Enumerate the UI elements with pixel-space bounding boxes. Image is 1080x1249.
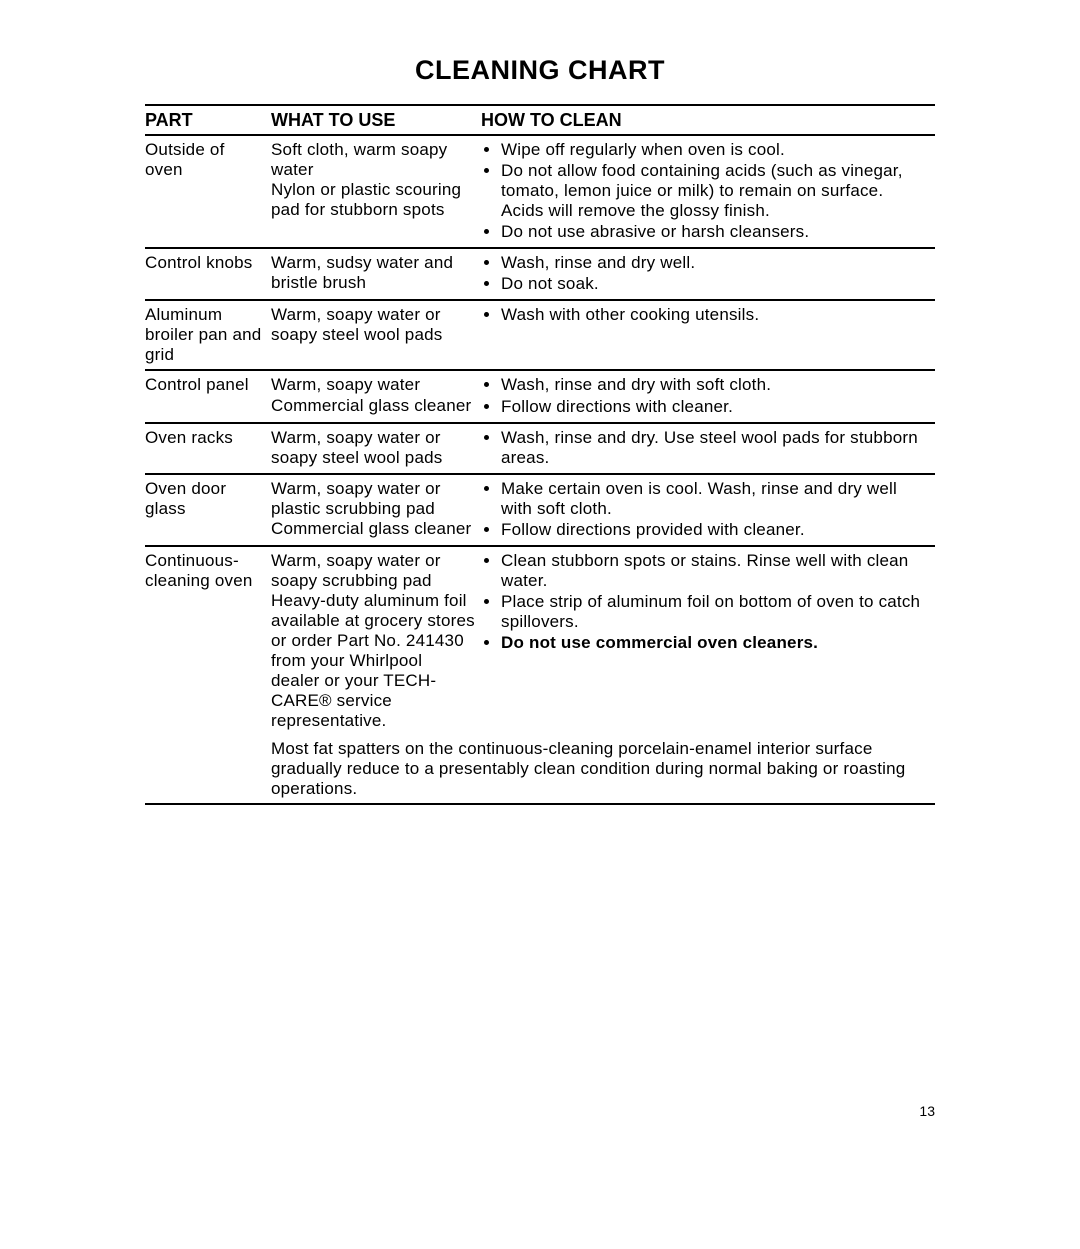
clean-bullet-list: Wash, rinse and dry with soft cloth.Foll… [481,375,929,416]
cleaning-chart-table: PART WHAT TO USE HOW TO CLEAN Outside of… [145,104,935,805]
table-note-row: Most fat spatters on the continuous-clea… [145,735,935,804]
cell-part: Control knobs [145,248,271,300]
page: CLEANING CHART PART WHAT TO USE HOW TO C… [0,0,1080,1249]
cell-what-to-use: Warm, sudsy water and bristle brush [271,248,481,300]
clean-bullet: Wash, rinse and dry with soft cloth. [501,375,929,395]
cell-note: Most fat spatters on the continuous-clea… [271,735,935,804]
clean-bullet-list: Clean stubborn spots or stains. Rinse we… [481,551,929,653]
page-number: 13 [919,1103,935,1119]
clean-bullet: Wipe off regularly when oven is cool. [501,140,929,160]
use-line: Commercial glass cleaner [271,519,475,539]
cell-what-to-use: Warm, soapy water or soapy steel wool pa… [271,300,481,370]
use-line: Warm, soapy water [271,375,475,395]
clean-bullet-list: Wash with other cooking utensils. [481,305,929,325]
table-row: Aluminum broiler pan and gridWarm, soapy… [145,300,935,370]
clean-bullet: Do not use commercial oven cleaners. [501,633,929,653]
col-header-part: PART [145,105,271,135]
clean-bullet-list: Make certain oven is cool. Wash, rinse a… [481,479,929,540]
cell-how-to-clean: Make certain oven is cool. Wash, rinse a… [481,474,935,546]
cell-how-to-clean: Wash, rinse and dry. Use steel wool pads… [481,423,935,474]
cell-what-to-use: Soft cloth, warm soapy waterNylon or pla… [271,135,481,248]
use-line: Warm, soapy water or soapy scrubbing pad [271,551,475,591]
use-line: Heavy-duty aluminum foil available at gr… [271,591,475,731]
note-spacer [145,735,271,804]
clean-bullet: Wash, rinse and dry. Use steel wool pads… [501,428,929,468]
clean-bullet: Follow directions provided with cleaner. [501,520,929,540]
clean-bullet: Wash, rinse and dry well. [501,253,929,273]
table-row: Outside of ovenSoft cloth, warm soapy wa… [145,135,935,248]
clean-bullet-list: Wash, rinse and dry. Use steel wool pads… [481,428,929,468]
cell-part: Continuous-cleaning oven [145,546,271,735]
cell-how-to-clean: Wash with other cooking utensils. [481,300,935,370]
clean-bullet: Wash with other cooking utensils. [501,305,929,325]
table-row: Oven door glassWarm, soapy water or plas… [145,474,935,546]
use-line: Warm, soapy water or soapy steel wool pa… [271,305,475,345]
clean-bullet: Do not soak. [501,274,929,294]
cell-what-to-use: Warm, soapy water or soapy steel wool pa… [271,423,481,474]
col-header-use: WHAT TO USE [271,105,481,135]
table-row: Oven racksWarm, soapy water or soapy ste… [145,423,935,474]
use-line: Warm, sudsy water and bristle brush [271,253,475,293]
cell-what-to-use: Warm, soapy water or plastic scrubbing p… [271,474,481,546]
clean-bullet: Follow directions with cleaner. [501,397,929,417]
cell-part: Outside of oven [145,135,271,248]
clean-bullet: Do not use abrasive or harsh cleansers. [501,222,929,242]
table-row: Control knobsWarm, sudsy water and brist… [145,248,935,300]
page-title: CLEANING CHART [145,55,935,86]
clean-bullet: Make certain oven is cool. Wash, rinse a… [501,479,929,519]
table-row: Control panelWarm, soapy waterCommercial… [145,370,935,422]
use-line: Warm, soapy water or soapy steel wool pa… [271,428,475,468]
clean-bullet-list: Wash, rinse and dry well.Do not soak. [481,253,929,294]
clean-bullet: Clean stubborn spots or stains. Rinse we… [501,551,929,591]
col-header-clean: HOW TO CLEAN [481,105,935,135]
clean-bullet: Do not allow food containing acids (such… [501,161,929,221]
cell-what-to-use: Warm, soapy water or soapy scrubbing pad… [271,546,481,735]
cell-how-to-clean: Wipe off regularly when oven is cool.Do … [481,135,935,248]
table-body: Outside of ovenSoft cloth, warm soapy wa… [145,135,935,804]
clean-bullet: Place strip of aluminum foil on bottom o… [501,592,929,632]
cell-part: Control panel [145,370,271,422]
use-line: Soft cloth, warm soapy water [271,140,475,180]
clean-bullet-list: Wipe off regularly when oven is cool.Do … [481,140,929,242]
cell-how-to-clean: Wash, rinse and dry with soft cloth.Foll… [481,370,935,422]
cell-how-to-clean: Clean stubborn spots or stains. Rinse we… [481,546,935,735]
table-header-row: PART WHAT TO USE HOW TO CLEAN [145,105,935,135]
cell-what-to-use: Warm, soapy waterCommercial glass cleane… [271,370,481,422]
use-line: Nylon or plastic scouring pad for stubbo… [271,180,475,220]
cell-part: Oven racks [145,423,271,474]
cell-how-to-clean: Wash, rinse and dry well.Do not soak. [481,248,935,300]
table-row: Continuous-cleaning ovenWarm, soapy wate… [145,546,935,735]
use-line: Commercial glass cleaner [271,396,475,416]
cell-part: Oven door glass [145,474,271,546]
use-line: Warm, soapy water or plastic scrubbing p… [271,479,475,519]
cell-part: Aluminum broiler pan and grid [145,300,271,370]
